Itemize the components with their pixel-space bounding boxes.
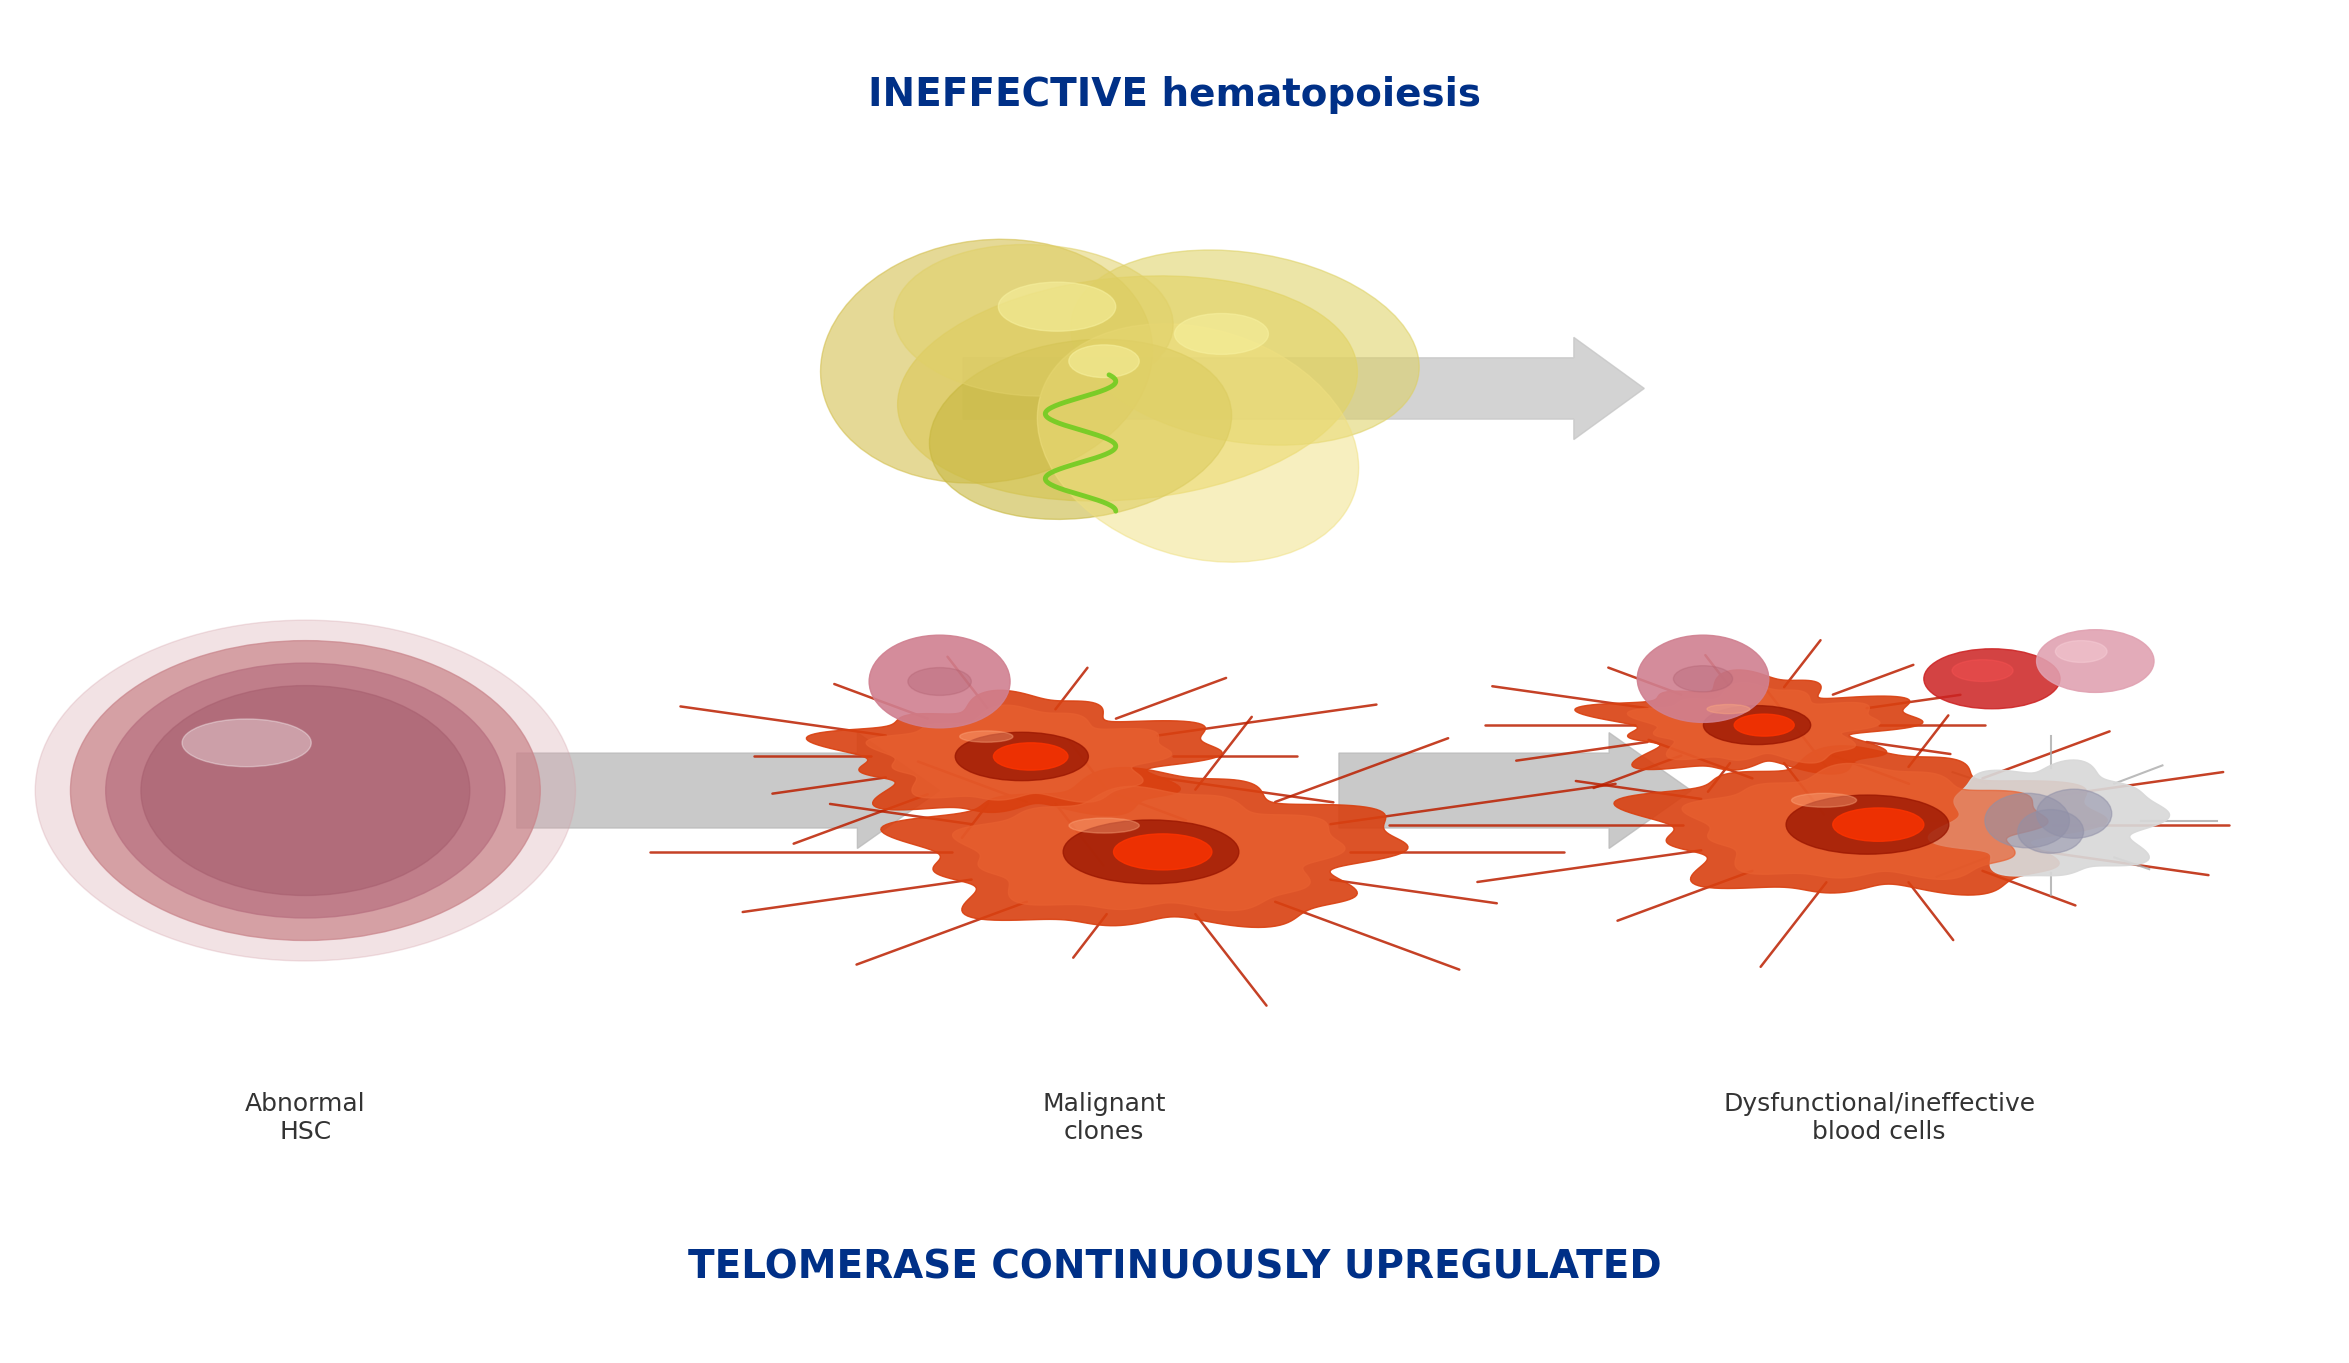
FancyArrow shape — [963, 338, 1644, 440]
Ellipse shape — [2055, 641, 2107, 662]
Polygon shape — [881, 767, 1407, 927]
Ellipse shape — [1672, 665, 1734, 692]
Ellipse shape — [1952, 660, 2013, 682]
Ellipse shape — [1734, 714, 1795, 736]
Text: Malignant
clones: Malignant clones — [1043, 1092, 1165, 1144]
Polygon shape — [1574, 671, 1924, 774]
Text: Abnormal
HSC: Abnormal HSC — [244, 1092, 366, 1144]
FancyArrow shape — [1339, 733, 1691, 848]
Ellipse shape — [895, 244, 1172, 397]
Text: INEFFECTIVE hematopoiesis: INEFFECTIVE hematopoiesis — [869, 76, 1480, 114]
Ellipse shape — [2037, 630, 2154, 692]
Ellipse shape — [1708, 705, 1750, 714]
Ellipse shape — [183, 720, 310, 766]
Ellipse shape — [998, 282, 1116, 331]
Ellipse shape — [70, 641, 540, 940]
Ellipse shape — [869, 635, 1010, 728]
Ellipse shape — [961, 731, 1012, 743]
Ellipse shape — [106, 664, 505, 919]
FancyArrow shape — [517, 733, 940, 848]
Ellipse shape — [1703, 706, 1811, 744]
Ellipse shape — [2037, 789, 2112, 838]
Ellipse shape — [1637, 635, 1769, 722]
Ellipse shape — [1792, 793, 1856, 807]
Polygon shape — [954, 786, 1346, 910]
Ellipse shape — [956, 732, 1088, 781]
Polygon shape — [1682, 763, 2048, 879]
Ellipse shape — [35, 620, 576, 961]
Ellipse shape — [930, 339, 1231, 519]
Text: Dysfunctional/ineffective
blood cells: Dysfunctional/ineffective blood cells — [1724, 1092, 2034, 1144]
Ellipse shape — [1985, 793, 2069, 848]
Text: TELOMERASE CONTINUOUSLY UPREGULATED: TELOMERASE CONTINUOUSLY UPREGULATED — [688, 1249, 1661, 1287]
Ellipse shape — [907, 668, 972, 695]
Polygon shape — [1614, 746, 2107, 895]
Polygon shape — [867, 705, 1172, 803]
Polygon shape — [1628, 683, 1879, 763]
Ellipse shape — [1785, 795, 1950, 855]
Ellipse shape — [2018, 810, 2084, 853]
Ellipse shape — [1064, 821, 1238, 883]
Ellipse shape — [1038, 324, 1358, 562]
Ellipse shape — [897, 275, 1358, 502]
Ellipse shape — [820, 240, 1153, 483]
Ellipse shape — [994, 743, 1069, 770]
Polygon shape — [806, 690, 1221, 815]
Polygon shape — [1929, 761, 2170, 876]
Ellipse shape — [1832, 808, 1924, 841]
Ellipse shape — [1069, 818, 1139, 833]
Ellipse shape — [1071, 249, 1419, 446]
Ellipse shape — [1924, 649, 2060, 709]
Ellipse shape — [1174, 313, 1268, 354]
Ellipse shape — [1069, 345, 1139, 378]
Ellipse shape — [141, 686, 470, 895]
Ellipse shape — [1113, 834, 1212, 870]
